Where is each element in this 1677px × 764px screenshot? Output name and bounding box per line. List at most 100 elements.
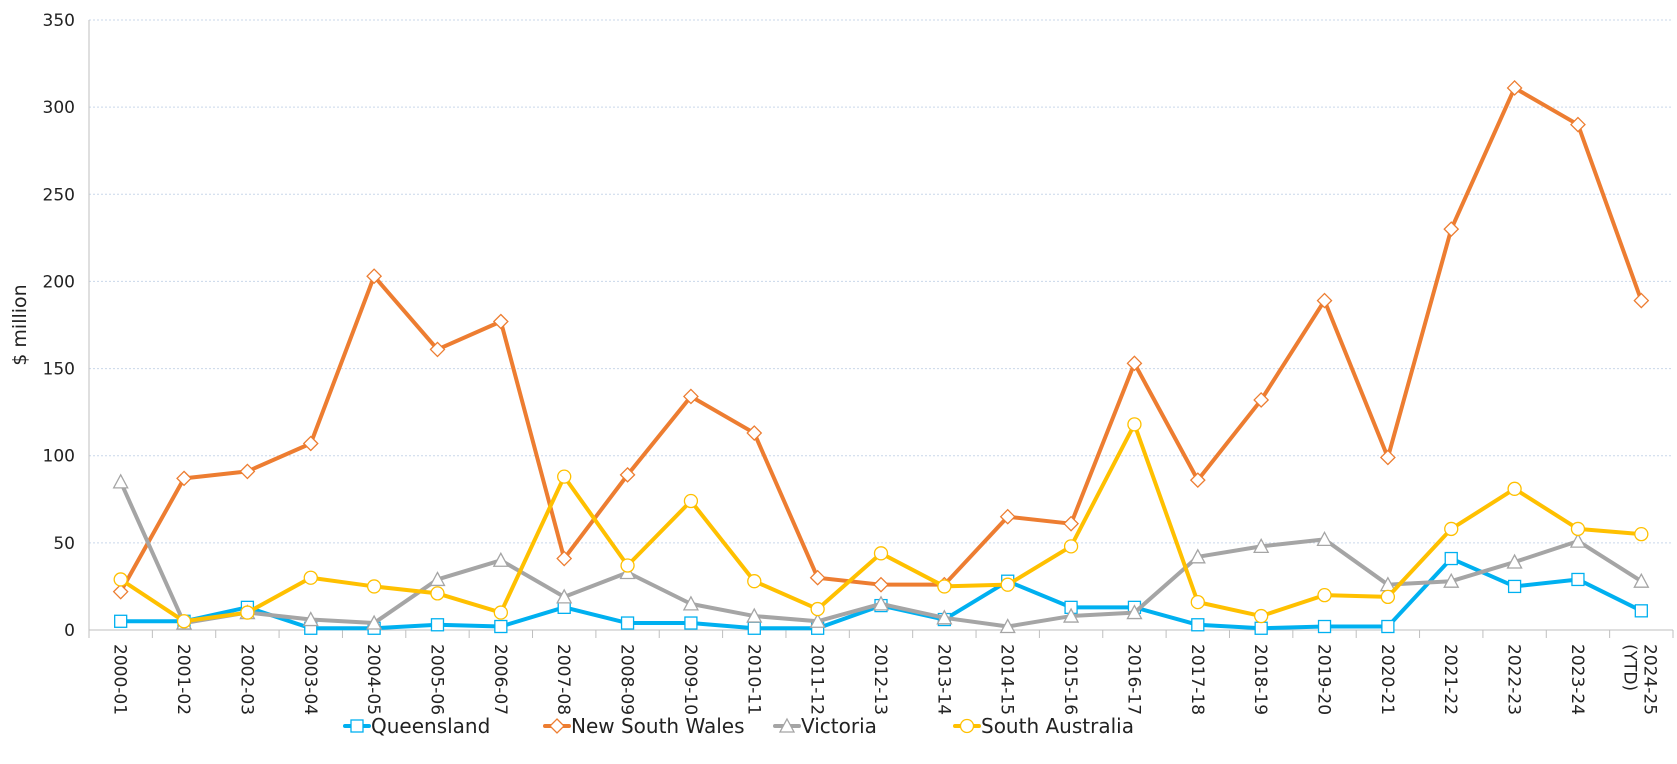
data-point <box>873 546 889 561</box>
x-tick-label: 2018-19 <box>1250 644 1270 715</box>
x-tick-label-group: 2017-18 <box>1187 644 1207 715</box>
x-tick-label-group: 2014-15 <box>997 644 1017 715</box>
y-tick-label: 0 <box>64 621 75 641</box>
series-lines <box>112 80 1650 635</box>
data-point <box>1316 292 1333 309</box>
data-point <box>1253 537 1270 553</box>
x-tick-label: 2020-21 <box>1377 644 1397 715</box>
legend-marker <box>778 717 796 733</box>
data-point <box>810 601 825 617</box>
data-point <box>809 612 826 628</box>
data-point <box>492 313 509 330</box>
x-tick-label-group: 2011-12 <box>807 644 827 715</box>
y-tick-label: 200 <box>43 272 75 292</box>
legend-entry: New South Wales <box>543 714 745 738</box>
x-tick-label: 2022-23 <box>1504 644 1524 715</box>
data-point <box>176 470 192 487</box>
data-point <box>1062 607 1080 623</box>
data-point <box>366 579 382 594</box>
x-tick-label-group: 2008-09 <box>617 644 637 715</box>
legend: Queensland New South Wales Victoria South A… <box>343 714 1134 738</box>
x-tick-label-group: 2004-05 <box>363 644 383 715</box>
x-tick-label-group: 2024-25(YTD) <box>1619 644 1659 715</box>
data-point <box>1444 521 1459 537</box>
x-tick-label-group: 2015-16 <box>1060 644 1080 715</box>
data-point <box>1443 221 1460 238</box>
data-point <box>366 268 383 285</box>
legend-label: Queensland <box>371 714 490 738</box>
x-tick-label-group: 2007-08 <box>553 644 573 715</box>
x-tick-label-group: 2000-01 <box>110 644 130 715</box>
data-point <box>1126 604 1143 620</box>
x-tick-label: 2010-11 <box>743 644 763 715</box>
data-point <box>556 588 573 604</box>
x-tick-label: 2012-13 <box>870 644 890 715</box>
data-point <box>746 607 763 623</box>
x-tick-label-group: 2009-10 <box>680 644 700 715</box>
data-point <box>1570 521 1586 537</box>
data-point <box>494 619 508 634</box>
x-tick-label: 2021-22 <box>1440 644 1460 715</box>
x-tick-label-group: 2018-19 <box>1250 644 1270 715</box>
x-tick-label: 2015-16 <box>1060 644 1080 715</box>
legend-marker <box>350 719 364 733</box>
legend-label: South Australia <box>981 714 1134 738</box>
data-point <box>747 574 762 589</box>
legend-marker <box>959 718 975 734</box>
data-point <box>302 435 319 452</box>
data-point <box>1189 548 1206 564</box>
data-point <box>112 583 129 600</box>
x-tick-label-group: 2012-13 <box>870 644 890 715</box>
data-point <box>1254 621 1268 635</box>
data-point <box>1000 577 1015 592</box>
y-tick-label: 250 <box>43 185 75 205</box>
data-point <box>556 550 573 567</box>
x-tick-label: 2006-07 <box>490 644 510 715</box>
data-point <box>557 469 572 484</box>
data-point <box>619 466 636 483</box>
data-point <box>1506 553 1523 569</box>
x-tick-label: 2019-20 <box>1314 644 1334 715</box>
legend-label: New South Wales <box>571 714 745 738</box>
x-tick-label: 2014-15 <box>997 644 1017 715</box>
data-point <box>873 576 889 593</box>
x-tick-label: 2008-09 <box>617 644 637 715</box>
data-point <box>114 614 128 628</box>
data-point <box>493 605 508 620</box>
data-point <box>1380 589 1396 605</box>
x-tick-label-group: 2019-20 <box>1314 644 1334 715</box>
data-point <box>302 611 319 627</box>
axes: 0 50 100 150 200 250 300 350 2000-01 2001-02 2002-… <box>9 11 1674 715</box>
data-point <box>1381 619 1395 634</box>
data-point <box>366 614 383 630</box>
data-point <box>1317 619 1332 634</box>
data-point <box>1190 594 1205 610</box>
data-point <box>1443 572 1460 588</box>
x-tick-label-group: 2013-14 <box>933 644 953 715</box>
x-tick-label: 2024-25(YTD) <box>1619 644 1659 715</box>
x-tick-label: 2023-24 <box>1567 644 1587 715</box>
x-tick-label-group: 2006-07 <box>490 644 510 715</box>
data-point <box>429 571 446 587</box>
y-tick-label: 150 <box>43 360 75 380</box>
x-tick-label: 2001-02 <box>173 644 193 715</box>
data-point <box>682 595 700 611</box>
x-tick-label: 2013-14 <box>933 644 953 715</box>
data-point <box>999 618 1016 634</box>
data-point <box>747 621 761 635</box>
x-tick-label: 2005-06 <box>426 644 446 715</box>
legend-entry: South Australia <box>953 714 1134 738</box>
series-line <box>118 85 1644 594</box>
x-tick-label: 2004-05 <box>363 644 383 715</box>
legend-entry: Victoria <box>773 714 877 738</box>
x-tick-label-group: 2023-24 <box>1567 644 1587 715</box>
data-point <box>1507 481 1522 496</box>
data-point <box>1191 618 1205 632</box>
data-point <box>1634 526 1649 542</box>
data-point <box>620 616 635 630</box>
x-tick-label-group: 2003-04 <box>300 644 320 715</box>
data-point <box>1633 572 1650 588</box>
data-point <box>809 569 826 586</box>
